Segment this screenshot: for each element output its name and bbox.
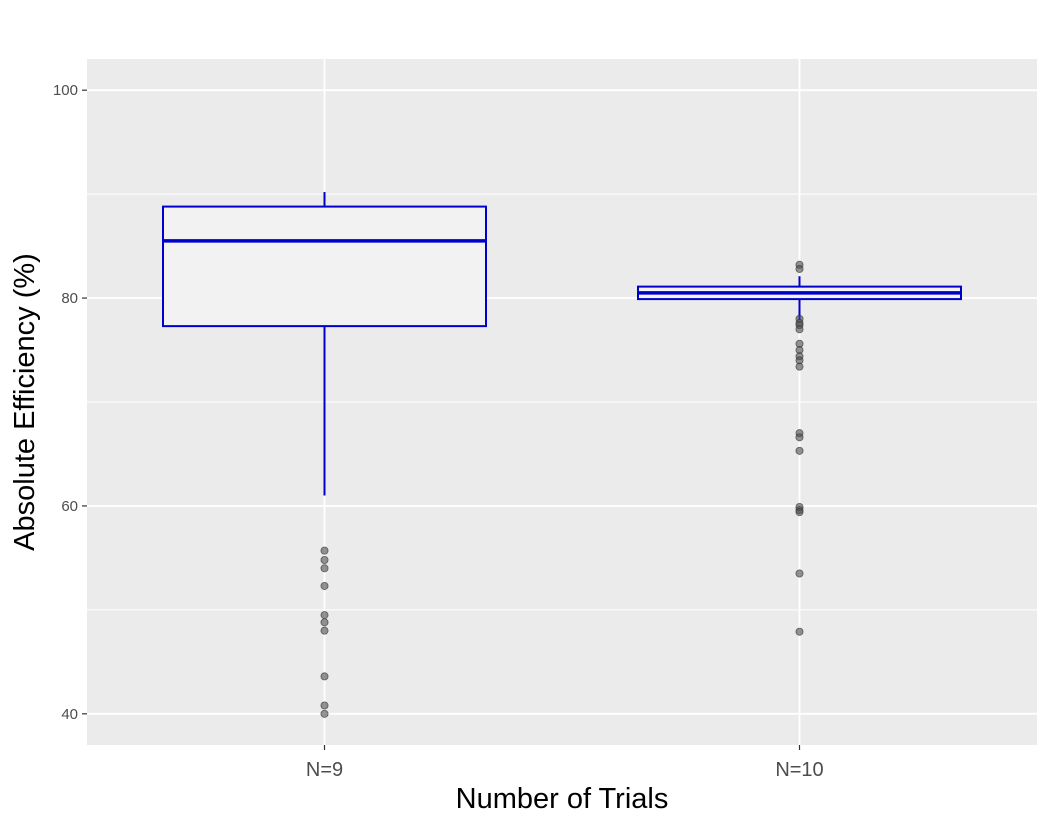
outlier-point	[795, 362, 804, 371]
outlier-point	[320, 701, 329, 710]
iqr-box	[162, 205, 487, 328]
boxes	[162, 192, 962, 496]
outlier-point	[795, 627, 804, 636]
outlier-point	[320, 618, 329, 627]
outlier-point	[320, 546, 329, 555]
x-tick-label: N=9	[306, 759, 343, 781]
y-tick-label: 40	[61, 706, 78, 723]
outlier-point	[795, 433, 804, 442]
outlier-point	[795, 264, 804, 273]
x-tick-label: N=10	[775, 759, 823, 781]
outlier-point	[320, 581, 329, 590]
outlier-point	[795, 325, 804, 334]
outlier-points	[320, 260, 804, 718]
outlier-point	[320, 555, 329, 564]
y-axis-title: Absolute Efficiency (%)	[9, 253, 41, 551]
y-tick-label: 100	[53, 82, 78, 99]
outlier-point	[320, 672, 329, 681]
axes: 40 60 80 100 N=9 N=10	[53, 82, 824, 781]
outlier-point	[320, 564, 329, 573]
outlier-point	[795, 446, 804, 455]
outlier-point	[795, 508, 804, 517]
y-tick-label: 80	[61, 290, 78, 307]
outlier-point	[320, 626, 329, 635]
y-tick-label: 60	[61, 498, 78, 515]
x-axis-title: Number of Trials	[456, 783, 669, 815]
outlier-point	[795, 569, 804, 578]
outlier-point	[320, 611, 329, 620]
outlier-point	[320, 709, 329, 718]
